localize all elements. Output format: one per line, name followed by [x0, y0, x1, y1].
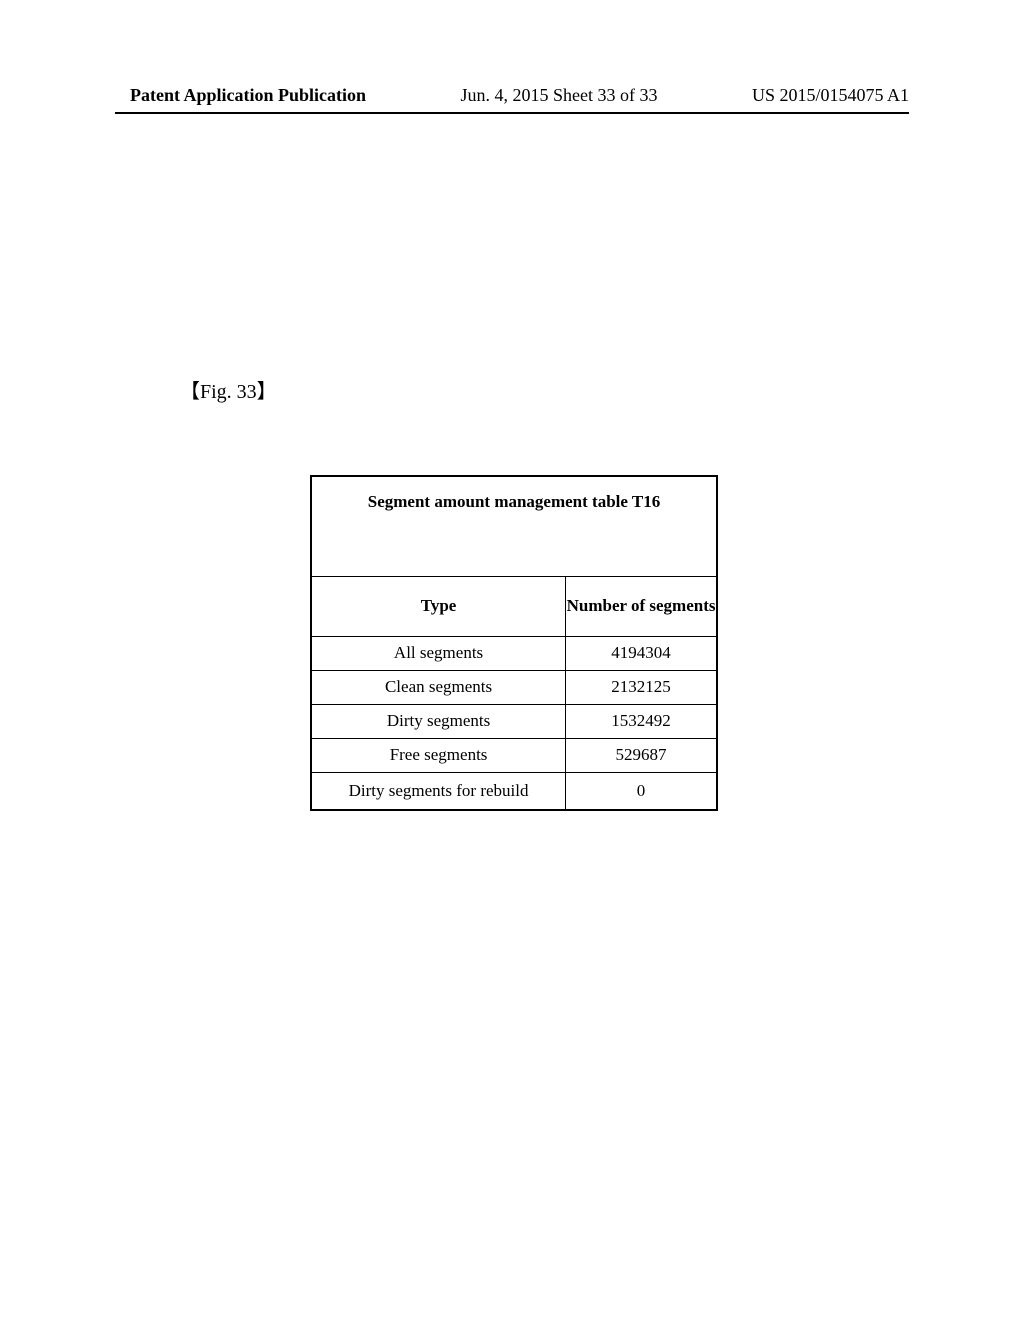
- cell-type: Free segments: [311, 738, 566, 772]
- header-publication-type: Patent Application Publication: [130, 85, 366, 106]
- table-row: Dirty segments 1532492: [311, 704, 717, 738]
- header-divider: [115, 112, 909, 114]
- table-title-row: Segment amount management table T16: [311, 476, 717, 576]
- cell-number: 4194304: [566, 636, 717, 670]
- page-header: Patent Application Publication Jun. 4, 2…: [0, 85, 1024, 106]
- table-row: Free segments 529687: [311, 738, 717, 772]
- header-publication-number: US 2015/0154075 A1: [752, 85, 909, 106]
- figure-label: 【Fig. 33】: [180, 375, 277, 404]
- segment-management-table: Segment amount management table T16 Type…: [310, 475, 718, 811]
- cell-type: Dirty segments: [311, 704, 566, 738]
- table-row: Clean segments 2132125: [311, 670, 717, 704]
- table-row: All segments 4194304: [311, 636, 717, 670]
- cell-number: 2132125: [566, 670, 717, 704]
- segment-table-container: Segment amount management table T16 Type…: [310, 475, 718, 811]
- cell-number: 1532492: [566, 704, 717, 738]
- table-row: Dirty segments for rebuild 0: [311, 772, 717, 810]
- header-date-sheet: Jun. 4, 2015 Sheet 33 of 33: [461, 85, 658, 106]
- cell-type: Dirty segments for rebuild: [311, 772, 566, 810]
- column-header-number: Number of segments: [566, 576, 717, 636]
- column-header-type: Type: [311, 576, 566, 636]
- cell-number: 0: [566, 772, 717, 810]
- table-title: Segment amount management table T16: [311, 476, 717, 576]
- cell-type: Clean segments: [311, 670, 566, 704]
- table-header-row: Type Number of segments: [311, 576, 717, 636]
- cell-number: 529687: [566, 738, 717, 772]
- cell-type: All segments: [311, 636, 566, 670]
